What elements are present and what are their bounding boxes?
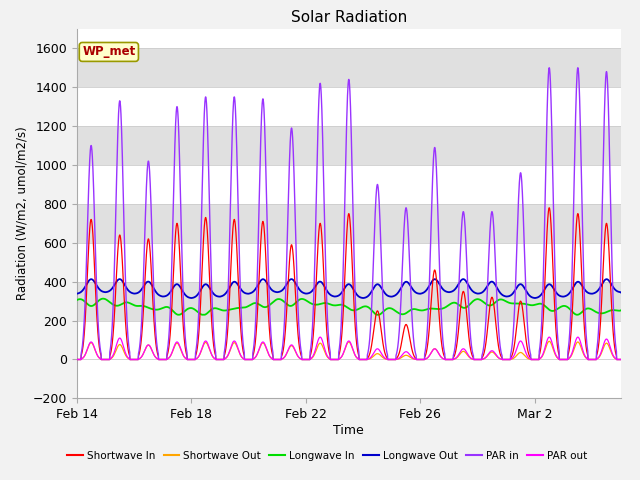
- Text: WP_met: WP_met: [82, 46, 136, 59]
- Bar: [77, 282, 621, 321]
- Title: Solar Radiation: Solar Radiation: [291, 10, 407, 25]
- Y-axis label: Radiation (W/m2, umol/m2/s): Radiation (W/m2, umol/m2/s): [15, 127, 29, 300]
- Bar: [77, 48, 621, 87]
- X-axis label: Time: Time: [333, 424, 364, 437]
- Bar: [77, 204, 621, 243]
- Legend: Shortwave In, Shortwave Out, Longwave In, Longwave Out, PAR in, PAR out: Shortwave In, Shortwave Out, Longwave In…: [63, 447, 591, 465]
- Bar: [77, 126, 621, 165]
